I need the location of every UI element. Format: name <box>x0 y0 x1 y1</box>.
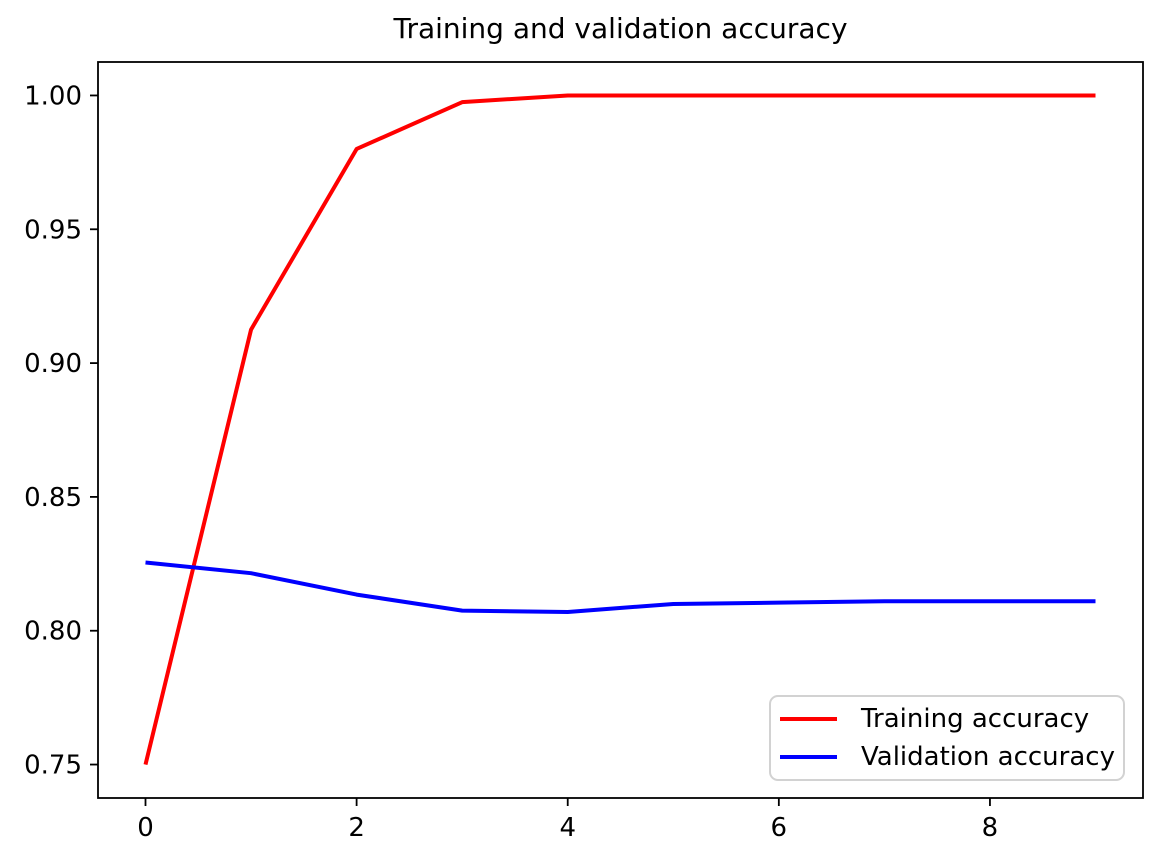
x-tick-label: 4 <box>559 813 576 843</box>
x-tick-label: 6 <box>771 813 788 843</box>
legend: Training accuracy Validation accuracy <box>769 695 1125 781</box>
legend-item-validation: Validation accuracy <box>771 738 1123 776</box>
x-tick-label: 2 <box>348 813 365 843</box>
x-tick-label: 8 <box>982 813 999 843</box>
y-tick-label: 1.00 <box>24 81 82 111</box>
training-accuracy-line <box>143 93 1096 766</box>
y-tick-label: 0.85 <box>24 483 82 513</box>
y-tick-label: 0.95 <box>24 215 82 245</box>
legend-label-training: Training accuracy <box>861 704 1090 734</box>
y-tick-label: 0.80 <box>24 617 82 647</box>
validation-accuracy-line <box>145 560 1096 614</box>
chart-title: Training and validation accuracy <box>393 12 848 45</box>
y-tick-label: 0.75 <box>24 751 82 781</box>
legend-line-red-icon <box>780 717 837 721</box>
axes-spines <box>97 61 1144 799</box>
x-tick-label: 0 <box>137 813 154 843</box>
y-tick-label: 0.90 <box>24 349 82 379</box>
legend-line-blue-icon <box>780 755 837 759</box>
legend-item-training: Training accuracy <box>771 700 1123 738</box>
legend-label-validation: Validation accuracy <box>861 742 1115 772</box>
